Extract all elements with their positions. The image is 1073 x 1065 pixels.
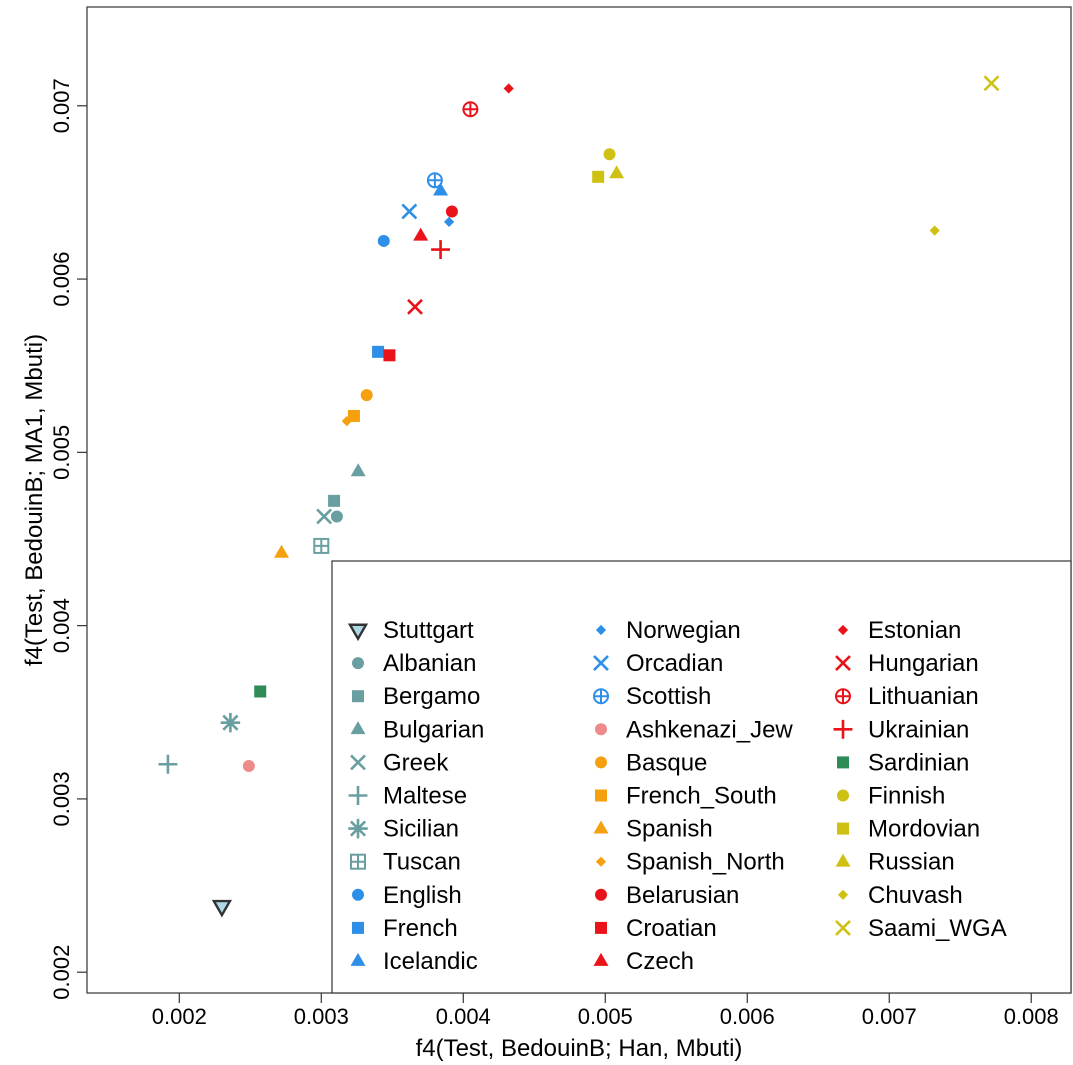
legend-label: Saami_WGA — [868, 915, 1007, 942]
point-bulgarian — [351, 463, 366, 476]
legend-label: Spanish — [626, 816, 713, 843]
point-basque — [361, 389, 373, 401]
x-tick-label: 0.003 — [294, 1004, 349, 1029]
legend-marker — [595, 756, 607, 768]
legend-label: Finnish — [868, 783, 945, 810]
legend-label: Czech — [626, 948, 694, 975]
point-czech — [413, 228, 428, 241]
legend-label: English — [383, 882, 462, 909]
legend-label: Bergamo — [383, 683, 480, 710]
point-english — [378, 235, 390, 247]
point-finnish — [604, 148, 616, 160]
legend-label: Bulgarian — [383, 716, 484, 743]
point-scottish — [428, 173, 442, 187]
point-estonian — [504, 83, 514, 93]
point-norwegian — [444, 217, 454, 227]
point-greek — [317, 509, 331, 523]
point-stuttgart — [214, 901, 230, 915]
x-tick-label: 0.008 — [1004, 1004, 1059, 1029]
x-tick-label: 0.004 — [436, 1004, 491, 1029]
legend-marker — [595, 922, 607, 934]
x-tick-label: 0.006 — [720, 1004, 775, 1029]
legend-label: Tuscan — [383, 849, 461, 876]
x-tick-label: 0.007 — [862, 1004, 917, 1029]
x-axis-label: f4(Test, BedouinB; Han, Mbuti) — [416, 1035, 743, 1062]
legend-label: Stuttgart — [383, 617, 474, 644]
legend-label: Mordovian — [868, 816, 980, 843]
legend-label: Basque — [626, 749, 707, 776]
y-tick-label: 0.003 — [49, 771, 74, 826]
legend-marker — [595, 889, 607, 901]
legend-marker — [352, 690, 364, 702]
point-chuvash — [930, 225, 940, 235]
legend-marker — [352, 657, 364, 669]
legend-label: Ukrainian — [868, 716, 969, 743]
legend-label: Greek — [383, 749, 449, 776]
y-tick-label: 0.005 — [49, 425, 74, 480]
legend-label: French — [383, 915, 458, 942]
legend-label: Russian — [868, 849, 955, 876]
y-tick-label: 0.006 — [49, 252, 74, 307]
point-spanish — [274, 545, 289, 558]
legend-marker — [836, 689, 850, 703]
legend-marker — [837, 790, 849, 802]
legend-label: Croatian — [626, 915, 717, 942]
point-albanian — [331, 510, 343, 522]
legend-marker — [352, 889, 364, 901]
point-maltese — [158, 755, 177, 774]
x-tick-label: 0.002 — [152, 1004, 207, 1029]
legend-label: Hungarian — [868, 650, 979, 677]
y-tick-label: 0.004 — [49, 598, 74, 653]
point-mordovian — [592, 171, 604, 183]
point-belarusian — [446, 205, 458, 217]
legend-marker — [595, 790, 607, 802]
legend-marker — [837, 823, 849, 835]
point-saami-wga — [984, 76, 998, 90]
legend-label: Albanian — [383, 650, 476, 677]
point-croatian — [383, 349, 395, 361]
legend-label: Lithuanian — [868, 683, 979, 710]
legend-label: Spanish_North — [626, 849, 785, 876]
point-russian — [609, 165, 624, 178]
x-tick-label: 0.005 — [578, 1004, 633, 1029]
legend-marker — [348, 819, 368, 839]
legend-label: Sicilian — [383, 816, 459, 843]
x-axis: 0.002 0.003 0.004 0.005 0.006 0.007 0.008 — [152, 993, 1059, 1029]
legend-marker — [595, 723, 607, 735]
legend-label: Chuvash — [868, 882, 963, 909]
legend-label: Scottish — [626, 683, 711, 710]
y-tick-label: 0.002 — [49, 945, 74, 1000]
point-ashkenazi-jew — [243, 760, 255, 772]
legend-marker — [837, 756, 849, 768]
legend-marker — [594, 689, 608, 703]
legend: Stuttgart Albanian Bergamo Bulgarian Greek Ma… — [332, 561, 1071, 993]
y-axis: 0.002 0.003 0.004 0.005 0.006 0.007 — [49, 78, 87, 999]
point-tuscan — [314, 539, 328, 553]
legend-label: Norwegian — [626, 617, 741, 644]
legend-label: Maltese — [383, 783, 467, 810]
legend-label: Icelandic — [383, 948, 478, 975]
legend-label: Sardinian — [868, 749, 969, 776]
legend-label: Belarusian — [626, 882, 739, 909]
legend-label: French_South — [626, 783, 777, 810]
y-axis-label: f4(Test, BedouinB; MA1, Mbuti) — [21, 334, 48, 666]
point-french — [372, 346, 384, 358]
point-hungarian — [408, 300, 422, 314]
y-tick-label: 0.007 — [49, 78, 74, 133]
point-sardinian — [254, 685, 266, 697]
point-lithuanian — [463, 102, 477, 116]
point-sicilian — [221, 713, 241, 733]
legend-marker — [352, 922, 364, 934]
legend-label: Orcadian — [626, 650, 723, 677]
legend-label: Estonian — [868, 617, 961, 644]
point-ukrainian — [431, 240, 450, 259]
point-orcadian — [402, 204, 416, 218]
point-bergamo — [328, 495, 340, 507]
legend-label: Ashkenazi_Jew — [626, 716, 793, 743]
